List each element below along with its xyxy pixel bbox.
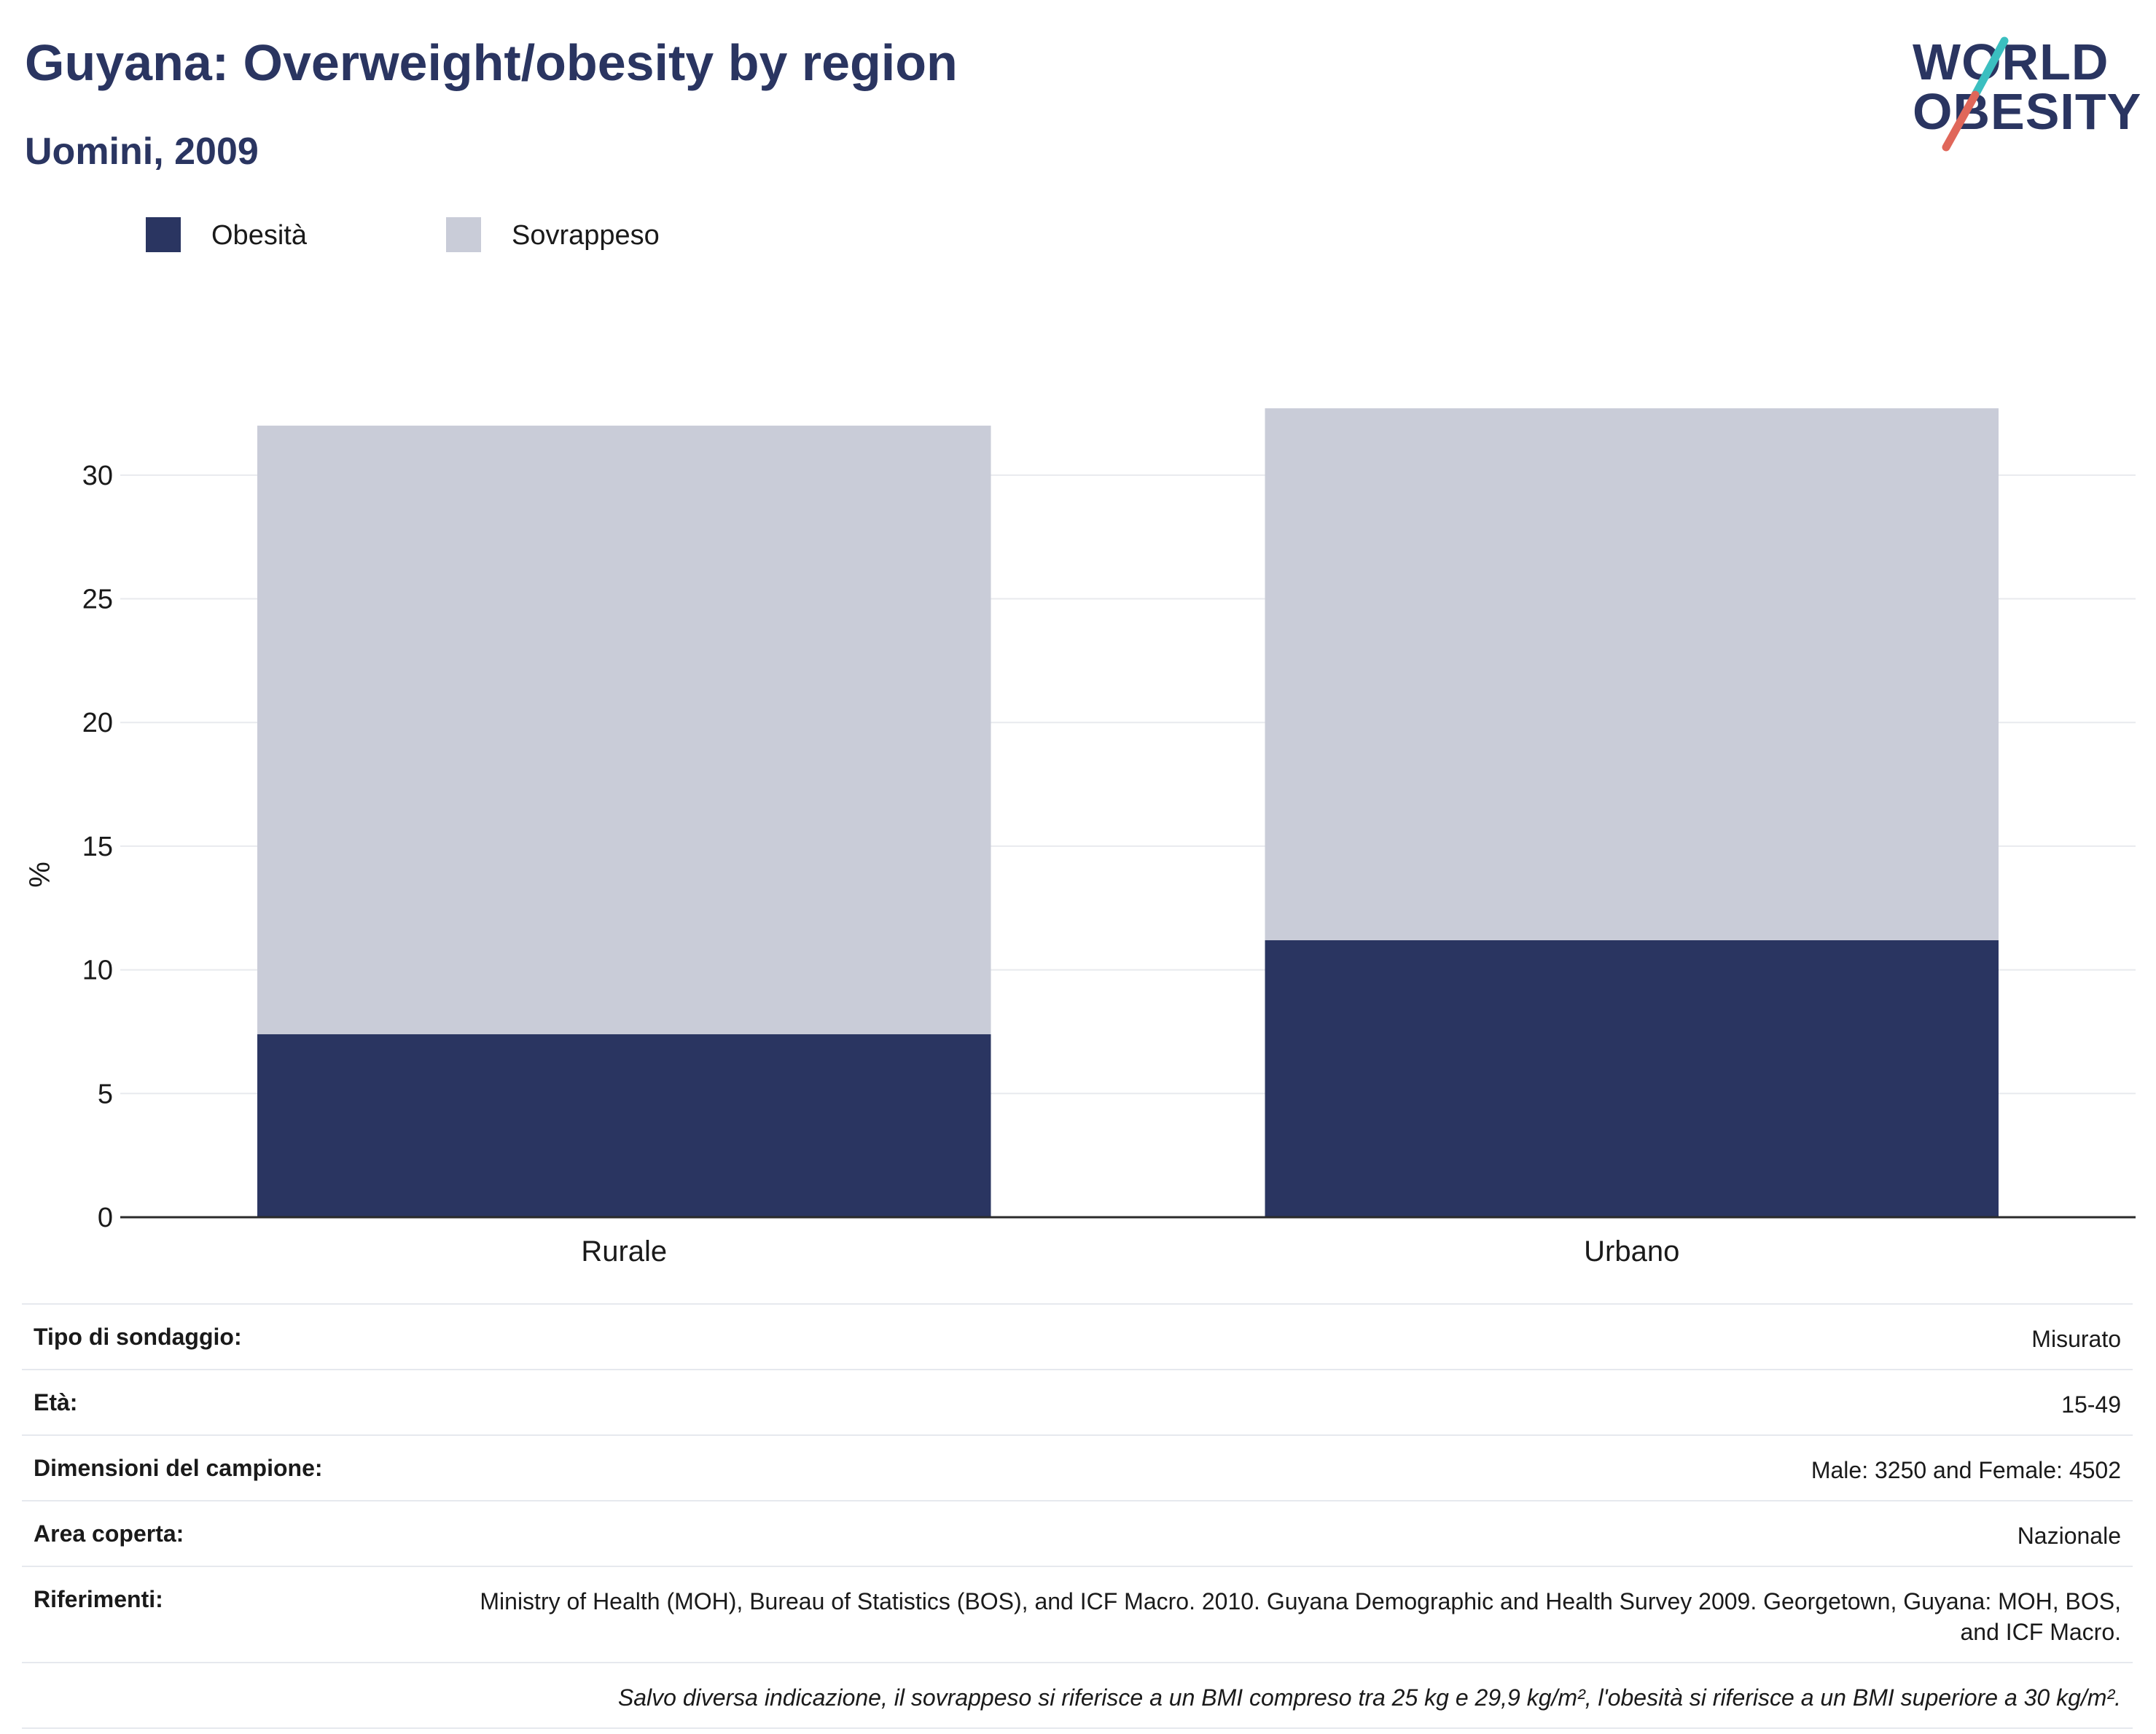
logo-line-2: OBESITY [1913,83,2142,140]
y-tick-label: 10 [82,956,113,986]
meta-value: Nazionale [2017,1523,2121,1549]
y-tick-label: 30 [82,461,113,491]
chart-title: Guyana: Overweight/obesity by region [25,34,958,91]
meta-label: Area coperta: [34,1520,184,1547]
meta-row-area: Area coperta: Nazionale [22,1501,2133,1567]
bar-overweight-rurale [257,425,991,1034]
x-tick-label: Urbano [1584,1235,1679,1268]
meta-row-age: Età: 15-49 [22,1370,2133,1436]
meta-value: Ministry of Health (MOH), Bureau of Stat… [480,1588,2121,1645]
logo-line-1: WORLD [1913,34,2109,90]
meta-label: Riferimenti: [34,1586,163,1612]
y-tick-label: 25 [82,585,113,615]
x-tick-label: Rurale [581,1235,667,1268]
y-tick-label: 20 [82,708,113,738]
bar-obesity-rurale [257,1034,991,1217]
logo-slash-icon [1942,36,2009,152]
meta-value: Male: 3250 and Female: 4502 [1811,1457,2121,1483]
meta-label: Età: [34,1389,78,1415]
survey-details-table: Tipo di sondaggio: Misurato Età: 15-49 D… [22,1303,2133,1729]
meta-value: 15-49 [2061,1391,2121,1418]
meta-row-references: Riferimenti: Ministry of Health (MOH), B… [22,1567,2133,1663]
legend-label-overweight: Sovrappeso [512,220,660,251]
y-axis-title: % [24,862,56,888]
world-obesity-logo: WORLD OBESITY [1902,22,2143,153]
definition-note: Salvo diversa indicazione, il sovrappeso… [617,1684,2121,1711]
chart-subtitle: Uomini, 2009 [25,130,259,173]
y-tick-label: 0 [98,1203,113,1233]
meta-row-survey-type: Tipo di sondaggio: Misurato [22,1305,2133,1370]
meta-row-sample-size: Dimensioni del campione: Male: 3250 and … [22,1436,2133,1501]
bar-obesity-urbano [1265,940,1999,1217]
meta-label: Dimensioni del campione: [34,1455,323,1481]
legend-swatch-obesity [146,217,181,252]
legend-label-obesity: Obesità [211,220,307,251]
bar-chart: 0 5 10 15 20 25 30% Rurale Urbano [24,408,2136,1268]
legend-swatch-overweight [446,217,481,252]
bar-overweight-urbano [1265,408,1999,940]
meta-value: Misurato [2031,1326,2121,1352]
meta-row-note: Salvo diversa indicazione, il sovrappeso… [22,1663,2133,1729]
y-tick-label: 5 [98,1079,113,1109]
meta-label: Tipo di sondaggio: [34,1324,242,1350]
y-tick-label: 15 [82,832,113,862]
